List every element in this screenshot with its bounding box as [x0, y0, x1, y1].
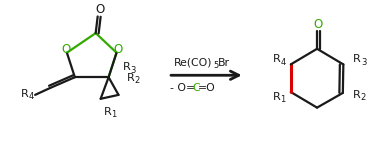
Text: 1: 1: [111, 110, 116, 119]
Text: 3: 3: [130, 66, 135, 75]
Text: R: R: [273, 92, 281, 102]
Text: 4: 4: [29, 92, 34, 101]
Text: C: C: [192, 83, 200, 93]
Text: 3: 3: [361, 58, 366, 67]
Text: 1: 1: [280, 95, 286, 104]
Text: R: R: [353, 55, 361, 64]
Text: 2: 2: [360, 93, 366, 102]
Text: Re(CO): Re(CO): [174, 58, 212, 68]
Text: O: O: [113, 43, 122, 56]
Text: - O=: - O=: [170, 83, 195, 93]
Text: R: R: [21, 89, 29, 99]
Text: 2: 2: [134, 76, 139, 85]
Text: O: O: [313, 18, 323, 31]
Text: O: O: [95, 3, 104, 16]
Text: R: R: [127, 73, 134, 83]
Text: R: R: [353, 90, 361, 100]
Text: R: R: [104, 107, 112, 116]
Text: =O: =O: [198, 83, 216, 93]
Text: 4: 4: [280, 58, 286, 67]
Text: 5: 5: [214, 61, 219, 70]
Text: Br: Br: [218, 58, 230, 68]
Text: O: O: [61, 43, 71, 56]
Text: R: R: [273, 55, 281, 64]
Text: R: R: [122, 62, 130, 72]
